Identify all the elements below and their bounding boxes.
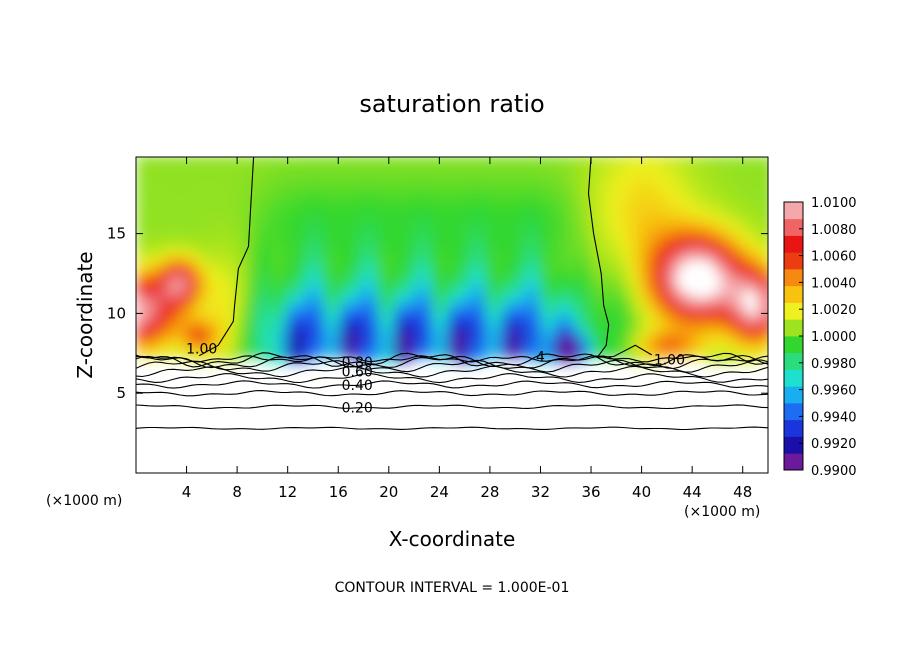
colorbar: 0.9900 0.9920 0.9940 0.9960 0.9980 1.0000 1.00… [783,196,857,479]
plot-frame [135,156,769,474]
contour-line-1.00-right [587,157,652,358]
x-tick-label: 28 [480,483,499,501]
x-tick-label: 48 [733,483,752,501]
colorbar-swatch [784,285,803,303]
contour-line [136,380,768,389]
contour-line [136,404,768,410]
contour-interval-note: CONTOUR INTERVAL = 1.000E-01 [335,580,570,596]
colorbar-swatch [784,252,803,270]
colorbar-swatch [784,352,803,370]
colorbar-swatch [784,218,803,236]
contour-labels: 1.00 0.800.600.40 0.20 1.00 4 [186,342,685,417]
colorbar-tick-label: 0.9900 [811,464,857,479]
contour-line [136,365,768,378]
contour-line-1.00-left [198,157,255,357]
x-tick-label: 12 [278,483,297,501]
colorbar-swatch [784,302,803,320]
contour-line [136,426,768,431]
contour-line [136,390,768,397]
colorbar-tick-label: 1.0020 [811,303,857,318]
colorbar-tick-label: 1.0060 [811,250,857,265]
colorbar-tick-label: 0.9980 [811,357,857,372]
x-tick-label: 36 [581,483,600,501]
contour-line [136,354,768,370]
x-tick-label: 44 [683,483,702,501]
x-tick-label: 32 [531,483,550,501]
x-axis-ticks: 4 8 12 16 20 24 28 32 36 40 44 48 [182,157,752,501]
y-tick-label: 10 [107,304,126,322]
colorbar-swatch [784,202,803,220]
contour-label: 1.00 [654,353,685,369]
contour-line [136,372,768,384]
colorbar-tick-label: 0.9920 [811,437,857,452]
colorbar-swatch [784,269,803,287]
contour-label: 0.60 [342,365,373,381]
y-tick-label: 5 [116,384,126,402]
x-tick-label: 16 [329,483,348,501]
contour-label: 0.20 [342,401,373,417]
x-tick-label: 4 [182,483,192,501]
x-axis-title: X-coordinate [389,527,516,551]
contour-lines [136,157,768,431]
y-tick-label: 15 [107,225,126,243]
colorbar-swatch [784,369,803,387]
plot-area: 1.00 0.800.600.40 0.20 1.00 4 [136,157,768,473]
colorbar-swatch [784,319,803,337]
colorbar-swatch [784,436,803,454]
colorbar-tick-label: 1.0080 [811,223,857,238]
colorbar-swatch [784,386,803,404]
contour-label: 4 [536,350,545,366]
saturation-field [136,157,768,363]
colorbar-tick-label: 0.9960 [811,384,857,399]
contour-line-surface [136,355,768,363]
contour-label: 1.00 [186,342,217,358]
colorbar-swatch [784,453,803,471]
colorbar-swatch [784,403,803,421]
chart-title: saturation ratio [359,90,544,118]
contour-label: 0.40 [342,378,373,394]
x-unit-label-right: (×1000 m) [684,504,760,520]
y-axis-ticks: 5 10 15 [107,225,768,402]
contour-label: 0.80 [342,355,373,371]
colorbar-swatch [784,235,803,253]
x-tick-label: 24 [430,483,449,501]
colorbar-swatch [784,419,803,437]
contour-line [136,352,768,368]
colorbar-tick-label: 0.9940 [811,410,857,425]
colorbar-tick-label: 1.0100 [811,196,857,211]
x-unit-label-left: (×1000 m) [46,493,122,509]
x-tick-label: 20 [379,483,398,501]
x-tick-label: 40 [632,483,651,501]
colorbar-tick-label: 1.0040 [811,276,857,291]
y-axis-title: Z-coordinate [73,251,97,378]
colorbar-tick-label: 1.0000 [811,330,857,345]
colorbar-swatch [784,336,803,354]
x-tick-label: 8 [232,483,242,501]
